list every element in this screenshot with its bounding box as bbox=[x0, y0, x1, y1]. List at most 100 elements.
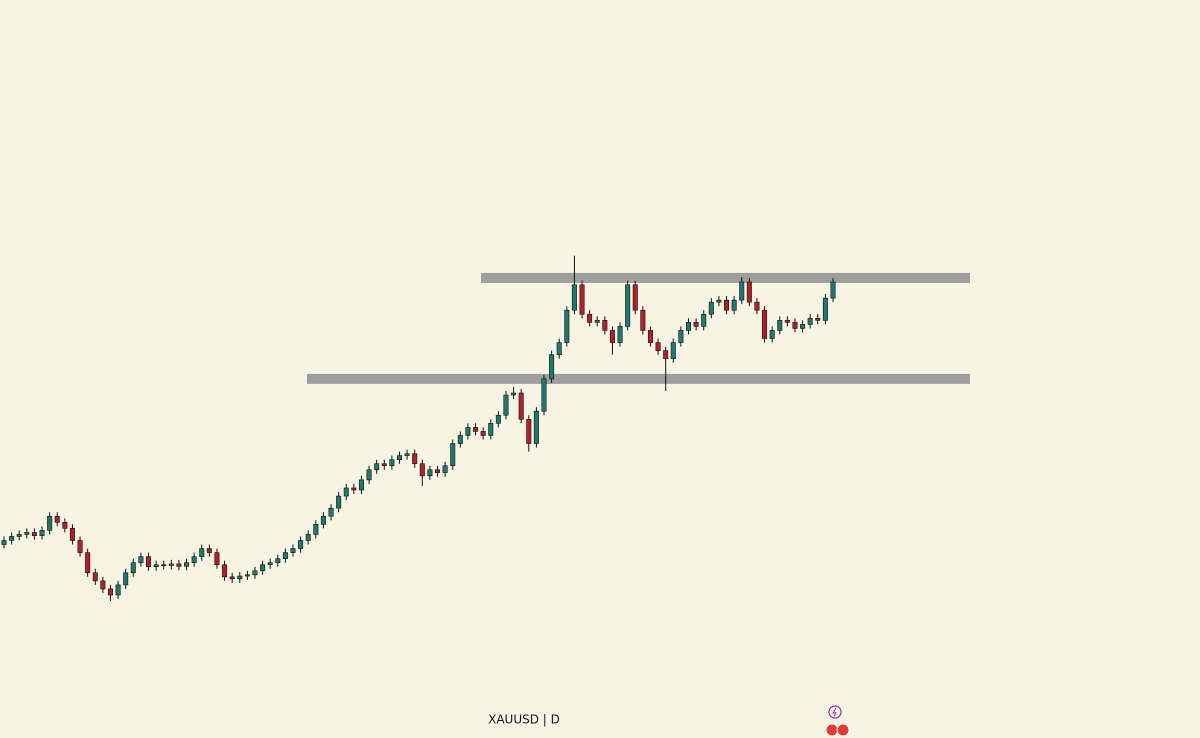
candle-body bbox=[343, 487, 349, 497]
candle-body bbox=[435, 469, 441, 473]
candle-body bbox=[708, 301, 714, 315]
candle-body bbox=[724, 299, 730, 311]
candle-body bbox=[222, 564, 228, 578]
candle-body bbox=[47, 515, 53, 531]
candle-body bbox=[442, 465, 448, 473]
candle-body bbox=[1, 540, 7, 545]
candle-body bbox=[556, 342, 562, 355]
candle-body bbox=[260, 564, 266, 572]
candle-body bbox=[358, 479, 364, 491]
candle-body bbox=[746, 281, 752, 303]
candle-body bbox=[214, 552, 220, 566]
candle-body bbox=[716, 299, 722, 303]
candle-body bbox=[381, 463, 387, 467]
candle-body bbox=[107, 588, 113, 596]
candle-body bbox=[815, 318, 821, 321]
candle-body bbox=[191, 556, 197, 563]
candle-body bbox=[625, 284, 631, 327]
candle-body bbox=[92, 572, 98, 582]
candle-body bbox=[184, 562, 190, 567]
candle-body bbox=[351, 487, 357, 491]
candle-body bbox=[754, 301, 760, 311]
candle-body bbox=[336, 495, 342, 509]
candle-body bbox=[123, 572, 129, 586]
candle-body bbox=[275, 558, 281, 563]
candle-body bbox=[267, 562, 273, 566]
candle-body bbox=[792, 322, 798, 329]
level-zone bbox=[307, 373, 970, 384]
candle-body bbox=[9, 536, 15, 541]
candle-body bbox=[176, 563, 182, 567]
candle-body bbox=[168, 563, 174, 566]
candle-body bbox=[313, 524, 319, 535]
flag-icon bbox=[836, 723, 850, 737]
candle-body bbox=[526, 418, 532, 444]
candle-body bbox=[161, 564, 167, 567]
candle-body bbox=[54, 515, 60, 523]
candle-body bbox=[366, 469, 372, 481]
candle-body bbox=[762, 309, 768, 339]
candle-body bbox=[640, 309, 646, 331]
candle-body bbox=[31, 532, 37, 536]
candle-body bbox=[100, 580, 106, 590]
candle-body bbox=[298, 540, 304, 549]
candle-body bbox=[39, 530, 45, 536]
candle-body bbox=[571, 284, 577, 311]
candle-body bbox=[69, 528, 75, 541]
candle-body bbox=[138, 556, 144, 563]
candle-body bbox=[594, 320, 600, 323]
candle-body bbox=[503, 394, 509, 416]
candle-body bbox=[777, 320, 783, 331]
candle-body bbox=[739, 281, 745, 301]
candle-body bbox=[587, 313, 593, 323]
candle-body bbox=[647, 330, 653, 343]
candle-body bbox=[146, 556, 152, 568]
candle-body bbox=[632, 284, 638, 311]
candle-body bbox=[701, 313, 707, 327]
candle-body bbox=[85, 552, 91, 574]
candle-body bbox=[404, 453, 410, 456]
candle-body bbox=[229, 576, 235, 580]
flag-icon bbox=[825, 723, 839, 737]
lightning-icon bbox=[828, 705, 842, 719]
candle-body bbox=[237, 575, 243, 580]
candle-body bbox=[495, 414, 501, 424]
candle-body bbox=[830, 281, 836, 299]
candle-body bbox=[62, 521, 68, 529]
candle-body bbox=[320, 515, 326, 525]
candle-body bbox=[533, 410, 539, 444]
candle-body bbox=[609, 330, 615, 343]
candle-body bbox=[693, 322, 699, 327]
candle-body bbox=[488, 423, 494, 436]
candle-body bbox=[549, 354, 555, 380]
candle-body bbox=[206, 548, 212, 553]
candle-body bbox=[511, 392, 517, 396]
candle-body bbox=[480, 431, 486, 436]
candle-body bbox=[130, 562, 136, 574]
candle-body bbox=[564, 309, 570, 343]
candle-body bbox=[465, 427, 471, 436]
candle-body bbox=[24, 532, 30, 535]
candle-body bbox=[282, 552, 288, 559]
candle-body bbox=[199, 548, 205, 557]
icons bbox=[825, 705, 850, 737]
symbol-label: XAUUSD | D bbox=[488, 713, 560, 727]
candle-body bbox=[290, 548, 296, 553]
candle-body bbox=[663, 350, 669, 359]
candle-body bbox=[77, 540, 83, 553]
candle-body bbox=[450, 443, 456, 467]
candle-body bbox=[731, 299, 737, 311]
candle-body bbox=[678, 330, 684, 343]
candle-body bbox=[396, 455, 402, 460]
candle-body bbox=[244, 574, 250, 577]
candle-body bbox=[655, 342, 661, 351]
candle-body bbox=[374, 463, 380, 471]
candle-body bbox=[389, 459, 395, 467]
candle-body bbox=[457, 435, 463, 444]
candle-body bbox=[670, 342, 676, 359]
candle-body bbox=[541, 378, 547, 412]
candle-body bbox=[473, 427, 479, 432]
level-zone bbox=[481, 272, 970, 283]
